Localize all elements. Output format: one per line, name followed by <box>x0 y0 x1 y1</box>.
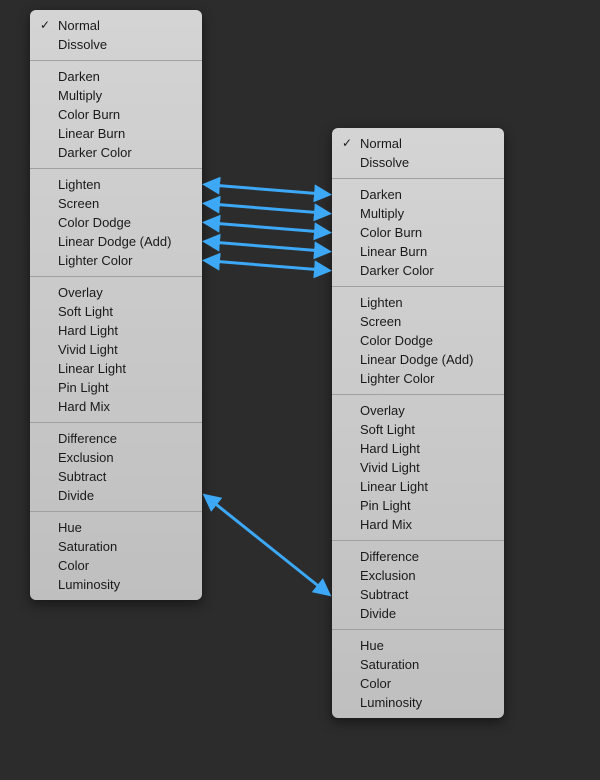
menu-group: OverlaySoft LightHard LightVivid LightLi… <box>30 277 202 423</box>
blend-mode-item[interactable]: Saturation <box>332 655 504 674</box>
blend-mode-item[interactable]: Subtract <box>332 585 504 604</box>
menu-group: DarkenMultiplyColor BurnLinear BurnDarke… <box>332 179 504 287</box>
comparison-arrow <box>205 185 329 195</box>
comparison-arrow <box>205 223 329 233</box>
blend-mode-item[interactable]: Hard Light <box>30 321 202 340</box>
blend-mode-item[interactable]: Darker Color <box>30 143 202 162</box>
blend-mode-item[interactable]: Hard Mix <box>332 515 504 534</box>
blend-mode-item[interactable]: Normal✓ <box>30 16 202 35</box>
blend-mode-item[interactable]: Color Dodge <box>30 213 202 232</box>
blend-mode-item[interactable]: Screen <box>30 194 202 213</box>
blend-mode-item[interactable]: Divide <box>332 604 504 623</box>
checkmark-icon: ✓ <box>40 17 50 34</box>
menu-group: HueSaturationColorLuminosity <box>30 512 202 600</box>
blend-mode-item[interactable]: Subtract <box>30 467 202 486</box>
blend-mode-item[interactable]: Darken <box>30 67 202 86</box>
blend-mode-item[interactable]: Vivid Light <box>332 458 504 477</box>
blend-mode-item[interactable]: Linear Light <box>332 477 504 496</box>
blend-mode-item[interactable]: Multiply <box>30 86 202 105</box>
blend-mode-item[interactable]: Lighten <box>30 175 202 194</box>
comparison-arrow <box>205 204 329 214</box>
blend-mode-menu-left[interactable]: Normal✓DissolveDarkenMultiplyColor BurnL… <box>30 10 202 600</box>
blend-mode-item[interactable]: Soft Light <box>30 302 202 321</box>
menu-group: Normal✓Dissolve <box>30 10 202 61</box>
blend-mode-item[interactable]: Hard Light <box>332 439 504 458</box>
checkmark-icon: ✓ <box>342 135 352 152</box>
blend-mode-item[interactable]: Linear Dodge (Add) <box>332 350 504 369</box>
blend-mode-item[interactable]: Color Burn <box>332 223 504 242</box>
menu-group: OverlaySoft LightHard LightVivid LightLi… <box>332 395 504 541</box>
menu-group: DarkenMultiplyColor BurnLinear BurnDarke… <box>30 61 202 169</box>
blend-mode-item[interactable]: Vivid Light <box>30 340 202 359</box>
blend-mode-item[interactable]: Linear Light <box>30 359 202 378</box>
blend-mode-item[interactable]: Difference <box>332 547 504 566</box>
blend-mode-item[interactable]: Color Burn <box>30 105 202 124</box>
blend-mode-item[interactable]: Darken <box>332 185 504 204</box>
blend-mode-item[interactable]: Color <box>332 674 504 693</box>
blend-mode-item[interactable]: Screen <box>332 312 504 331</box>
comparison-arrow <box>205 261 329 271</box>
blend-mode-item[interactable]: Saturation <box>30 537 202 556</box>
blend-mode-item[interactable]: Divide <box>30 486 202 505</box>
blend-mode-item[interactable]: Hue <box>332 636 504 655</box>
blend-mode-item[interactable]: Exclusion <box>332 566 504 585</box>
menu-group: HueSaturationColorLuminosity <box>332 630 504 718</box>
blend-mode-item[interactable]: Luminosity <box>30 575 202 594</box>
menu-group: LightenScreenColor DodgeLinear Dodge (Ad… <box>332 287 504 395</box>
blend-mode-item[interactable]: Lighter Color <box>30 251 202 270</box>
blend-mode-item[interactable]: Overlay <box>30 283 202 302</box>
blend-mode-item[interactable]: Linear Burn <box>30 124 202 143</box>
blend-mode-item[interactable]: Pin Light <box>30 378 202 397</box>
blend-mode-item[interactable]: Dissolve <box>332 153 504 172</box>
blend-mode-item[interactable]: Luminosity <box>332 693 504 712</box>
blend-mode-item[interactable]: Soft Light <box>332 420 504 439</box>
blend-mode-item[interactable]: Lighter Color <box>332 369 504 388</box>
blend-mode-item[interactable]: Exclusion <box>30 448 202 467</box>
blend-mode-item[interactable]: Hue <box>30 518 202 537</box>
blend-mode-item[interactable]: Multiply <box>332 204 504 223</box>
blend-mode-item[interactable]: Difference <box>30 429 202 448</box>
blend-mode-menu-right[interactable]: Normal✓DissolveDarkenMultiplyColor BurnL… <box>332 128 504 718</box>
comparison-arrow <box>205 496 329 595</box>
blend-mode-item[interactable]: Overlay <box>332 401 504 420</box>
blend-mode-item[interactable]: Lighten <box>332 293 504 312</box>
menu-group: DifferenceExclusionSubtractDivide <box>332 541 504 630</box>
menu-group: LightenScreenColor DodgeLinear Dodge (Ad… <box>30 169 202 277</box>
blend-mode-item[interactable]: Normal✓ <box>332 134 504 153</box>
blend-mode-item[interactable]: Color Dodge <box>332 331 504 350</box>
menu-group: Normal✓Dissolve <box>332 128 504 179</box>
blend-mode-item[interactable]: Darker Color <box>332 261 504 280</box>
blend-mode-item[interactable]: Linear Burn <box>332 242 504 261</box>
blend-mode-item[interactable]: Pin Light <box>332 496 504 515</box>
blend-mode-item[interactable]: Hard Mix <box>30 397 202 416</box>
comparison-arrow <box>205 242 329 252</box>
blend-mode-item[interactable]: Dissolve <box>30 35 202 54</box>
blend-mode-item[interactable]: Color <box>30 556 202 575</box>
menu-group: DifferenceExclusionSubtractDivide <box>30 423 202 512</box>
blend-mode-item[interactable]: Linear Dodge (Add) <box>30 232 202 251</box>
